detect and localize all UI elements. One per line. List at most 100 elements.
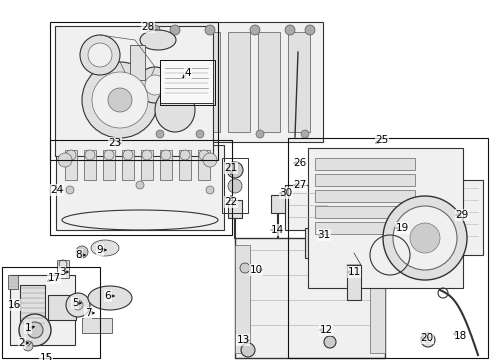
Text: 14: 14 bbox=[270, 225, 284, 235]
Circle shape bbox=[66, 150, 76, 160]
Circle shape bbox=[393, 206, 457, 270]
Circle shape bbox=[76, 246, 88, 258]
Bar bbox=[395, 180, 483, 255]
Text: 28: 28 bbox=[142, 22, 155, 32]
Bar bbox=[228, 32, 250, 132]
Circle shape bbox=[203, 153, 217, 167]
Text: 5: 5 bbox=[72, 298, 78, 308]
Circle shape bbox=[227, 162, 243, 178]
Bar bbox=[160, 60, 215, 105]
Bar bbox=[2, 267, 100, 358]
Circle shape bbox=[85, 150, 95, 160]
Bar bbox=[258, 32, 280, 132]
Ellipse shape bbox=[91, 240, 119, 256]
Bar bbox=[103, 150, 115, 180]
Circle shape bbox=[205, 25, 215, 35]
Text: 25: 25 bbox=[375, 135, 389, 145]
Circle shape bbox=[161, 150, 171, 160]
Ellipse shape bbox=[88, 286, 132, 310]
Bar bbox=[160, 60, 213, 103]
Bar bbox=[20, 285, 45, 330]
Bar bbox=[160, 150, 172, 180]
Bar bbox=[370, 245, 385, 353]
Circle shape bbox=[170, 25, 180, 35]
Text: 10: 10 bbox=[249, 265, 263, 275]
Bar bbox=[305, 228, 345, 258]
Circle shape bbox=[383, 196, 467, 280]
Bar bbox=[235, 238, 385, 358]
Circle shape bbox=[156, 130, 164, 138]
Bar bbox=[396, 225, 411, 237]
Circle shape bbox=[324, 336, 336, 348]
Bar bbox=[285, 185, 330, 230]
Circle shape bbox=[23, 341, 33, 351]
Circle shape bbox=[92, 72, 148, 128]
Text: 8: 8 bbox=[75, 250, 82, 260]
Circle shape bbox=[180, 150, 190, 160]
Text: 12: 12 bbox=[319, 325, 333, 335]
Text: 4: 4 bbox=[185, 68, 191, 78]
Bar bbox=[130, 45, 145, 80]
Circle shape bbox=[206, 186, 214, 194]
Bar bbox=[122, 150, 134, 180]
Bar bbox=[308, 148, 463, 288]
Circle shape bbox=[137, 67, 173, 103]
Text: 21: 21 bbox=[224, 163, 238, 173]
Circle shape bbox=[228, 179, 242, 193]
Bar bbox=[315, 222, 415, 234]
Bar bbox=[84, 150, 96, 180]
Circle shape bbox=[66, 186, 74, 194]
Text: 9: 9 bbox=[97, 245, 103, 255]
Bar bbox=[65, 150, 77, 180]
Bar bbox=[179, 150, 191, 180]
Circle shape bbox=[27, 322, 43, 338]
Circle shape bbox=[73, 300, 83, 310]
Circle shape bbox=[241, 343, 255, 357]
Bar bbox=[56, 145, 224, 230]
Circle shape bbox=[104, 150, 114, 160]
Text: 6: 6 bbox=[105, 291, 111, 301]
Text: 16: 16 bbox=[7, 300, 21, 310]
Text: 13: 13 bbox=[236, 335, 249, 345]
Bar bbox=[148, 22, 323, 142]
Bar bbox=[141, 150, 153, 180]
Bar bbox=[315, 158, 415, 170]
Circle shape bbox=[88, 43, 112, 67]
Bar bbox=[82, 318, 112, 333]
Bar bbox=[235, 245, 250, 353]
Circle shape bbox=[136, 181, 144, 189]
Bar bbox=[10, 275, 75, 345]
Text: 29: 29 bbox=[455, 210, 468, 220]
Text: 19: 19 bbox=[395, 223, 409, 233]
Text: 2: 2 bbox=[19, 338, 25, 348]
Text: 26: 26 bbox=[294, 158, 307, 168]
Bar bbox=[57, 260, 69, 278]
Circle shape bbox=[199, 150, 209, 160]
Circle shape bbox=[82, 62, 158, 138]
Circle shape bbox=[196, 130, 204, 138]
Bar bbox=[347, 265, 361, 300]
Bar bbox=[50, 140, 232, 235]
Ellipse shape bbox=[140, 30, 176, 50]
Text: 20: 20 bbox=[420, 333, 434, 343]
Text: 24: 24 bbox=[50, 185, 64, 195]
Text: 30: 30 bbox=[279, 188, 293, 198]
Circle shape bbox=[301, 130, 309, 138]
Bar bbox=[50, 22, 218, 160]
Circle shape bbox=[421, 333, 435, 347]
Circle shape bbox=[256, 130, 264, 138]
Circle shape bbox=[58, 153, 72, 167]
Text: 27: 27 bbox=[294, 180, 307, 190]
Bar bbox=[198, 32, 220, 132]
Circle shape bbox=[410, 223, 440, 253]
Text: 1: 1 bbox=[24, 323, 31, 333]
Circle shape bbox=[250, 25, 260, 35]
Circle shape bbox=[150, 25, 160, 35]
Bar bbox=[168, 32, 190, 132]
Text: 3: 3 bbox=[59, 267, 65, 277]
Bar bbox=[55, 26, 213, 156]
Bar bbox=[198, 150, 210, 180]
Circle shape bbox=[123, 150, 133, 160]
Text: 7: 7 bbox=[85, 308, 91, 318]
Bar bbox=[222, 158, 248, 213]
